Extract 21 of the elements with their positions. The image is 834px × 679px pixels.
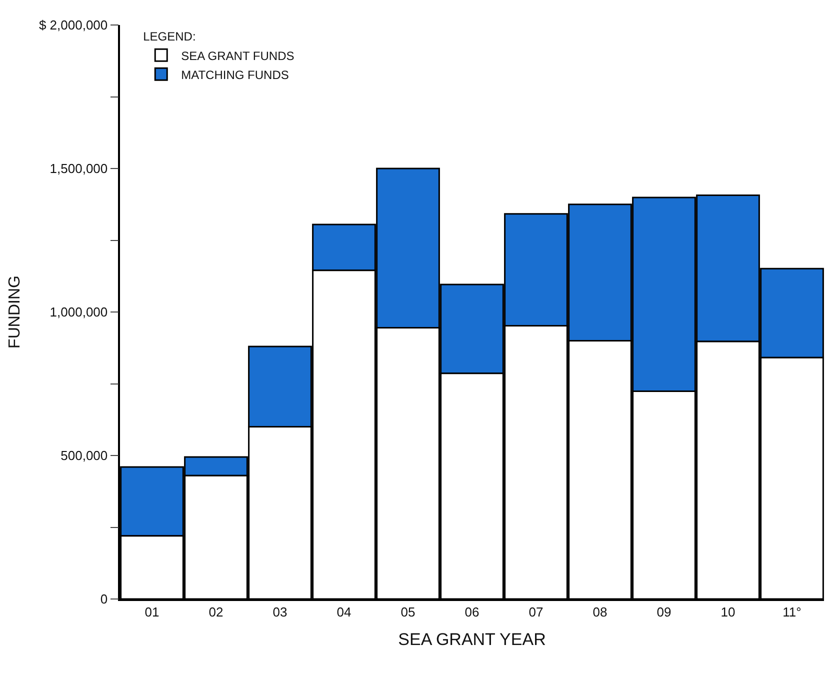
- x-tick-label: 11°: [782, 604, 802, 620]
- x-tick-label: 01: [144, 604, 160, 620]
- y-tick-label: $ 2,000,000: [38, 18, 108, 33]
- x-tick-label: 02: [208, 604, 224, 620]
- x-tick-label: 03: [272, 604, 288, 620]
- y-tick-label: 1,500,000: [50, 161, 108, 176]
- x-axis-title: SEA GRANT YEAR: [398, 630, 546, 650]
- x-tick-label: 07: [528, 604, 544, 620]
- x-tick-label: 05: [400, 604, 416, 620]
- y-tick-label: 500,000: [60, 448, 108, 464]
- y-axis-title: FUNDING: [6, 276, 24, 348]
- x-tick-label: 06: [464, 604, 480, 620]
- legend-label: SEA GRANT FUNDS: [181, 48, 294, 63]
- legend-label: MATCHING FUNDS: [181, 68, 289, 82]
- x-tick-label: 10: [720, 604, 736, 620]
- y-tick-label: 1,000,000: [50, 304, 108, 320]
- x-tick-label: 09: [656, 604, 672, 620]
- legend-title: LEGEND:: [143, 30, 196, 44]
- y-tick-label: 0: [100, 592, 108, 607]
- x-tick-label: 08: [592, 604, 608, 620]
- x-tick-label: 04: [336, 604, 352, 620]
